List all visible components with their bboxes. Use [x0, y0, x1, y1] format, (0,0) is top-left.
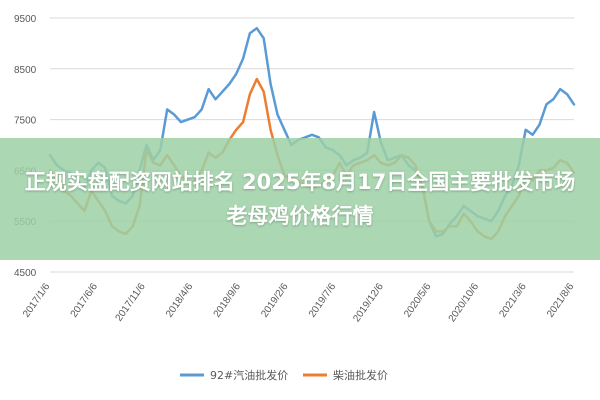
x-tick-label: 2017/6/6 — [69, 281, 101, 320]
chart-legend: 92#汽油批发价 柴油批发价 — [180, 368, 388, 382]
x-tick-label: 2021/8/6 — [545, 281, 577, 320]
x-tick-label: 2019/2/6 — [259, 281, 291, 320]
overlay-title: 正规实盘配资网站排名 2025年8月17日全国主要批发市场老母鸡价格行情 — [24, 170, 576, 228]
legend-label: 92#汽油批发价 — [210, 368, 288, 382]
title-overlay-band: 正规实盘配资网站排名 2025年8月17日全国主要批发市场老母鸡价格行情 — [0, 138, 600, 260]
x-tick-label: 2018/4/6 — [164, 281, 196, 320]
x-tick-label: 2021/3/6 — [497, 281, 529, 320]
x-tick-label: 2017/11/6 — [114, 281, 148, 324]
y-tick-label: 9500 — [14, 14, 37, 25]
y-tick-label: 4500 — [14, 268, 37, 279]
legend-label: 柴油批发价 — [333, 368, 388, 382]
x-tick-label: 2020/10/6 — [447, 281, 482, 324]
x-axis-tick-labels: 2017/1/6 2017/6/6 2017/11/6 2018/4/6 2018/9/… — [21, 281, 577, 324]
x-tick-label: 2018/9/6 — [212, 281, 244, 320]
x-tick-label: 2019/12/6 — [351, 281, 386, 324]
y-tick-label: 7500 — [14, 116, 37, 127]
y-tick-label: 8500 — [14, 65, 37, 76]
x-tick-label: 2017/1/6 — [21, 281, 53, 320]
x-tick-label: 2020/5/6 — [402, 281, 434, 320]
x-tick-label: 2019/7/6 — [307, 281, 339, 320]
